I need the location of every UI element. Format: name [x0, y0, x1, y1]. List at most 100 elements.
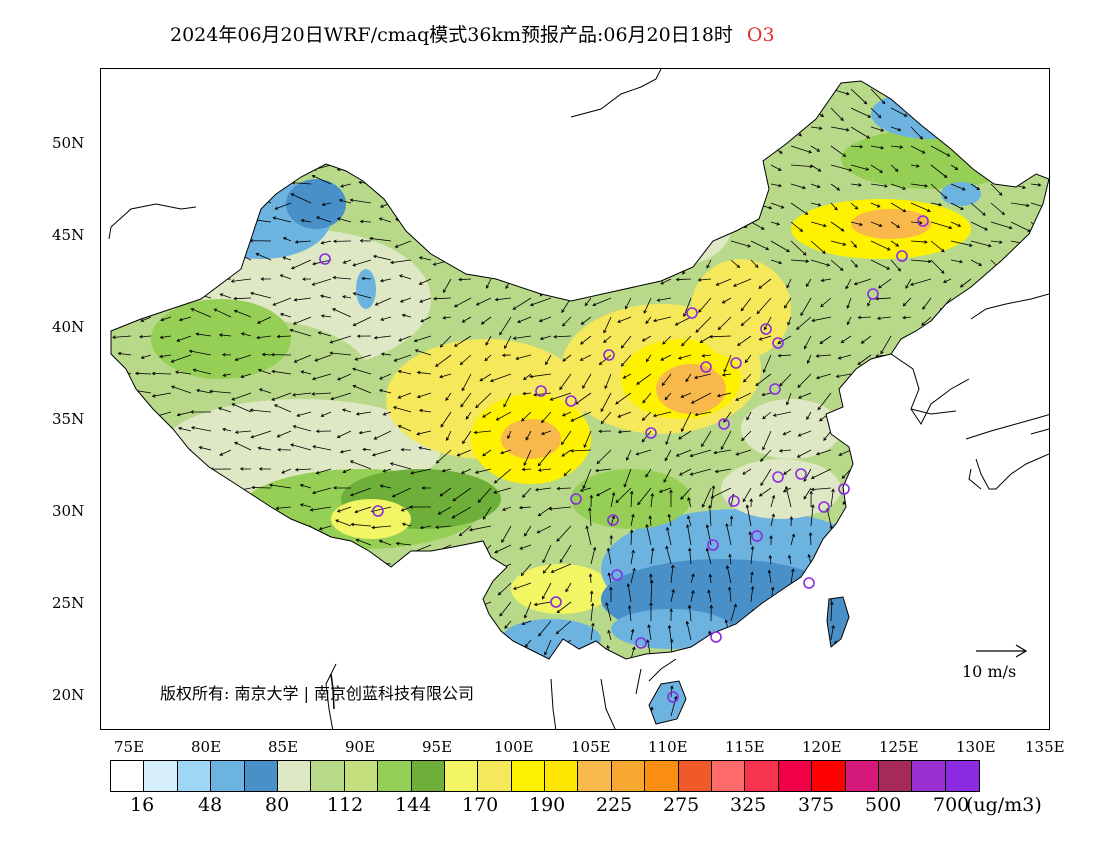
wind-vector	[758, 487, 772, 497]
wind-vector	[132, 296, 152, 301]
wind-vector	[910, 589, 914, 603]
wind-vector	[192, 596, 212, 603]
wind-vector	[524, 525, 532, 537]
wind-vector	[730, 88, 746, 96]
station-marker	[772, 471, 784, 483]
wind-vector	[707, 589, 712, 603]
wind-vector	[683, 107, 692, 119]
wind-vector	[373, 335, 392, 340]
wind-vector	[910, 259, 932, 264]
wind-vector	[196, 388, 212, 394]
wind-vector	[890, 698, 897, 717]
wind-vector	[810, 240, 826, 254]
wind-vector	[221, 352, 232, 357]
wind-vector	[1030, 240, 1045, 244]
wind-vector	[603, 316, 612, 334]
wind-vector	[519, 221, 532, 231]
wind-vector	[222, 373, 232, 377]
wind-vector	[950, 164, 959, 170]
colorbar-cell	[277, 761, 312, 791]
wind-vector	[908, 693, 912, 717]
wind-vector	[620, 354, 632, 367]
wind-vector	[1030, 145, 1046, 150]
wind-vector	[927, 664, 932, 679]
wind-vector	[179, 239, 192, 243]
wind-vector	[360, 635, 372, 641]
wind-vector	[828, 706, 832, 717]
wind-vector	[749, 664, 753, 679]
wind-vector	[880, 335, 892, 355]
wind-vector	[517, 316, 532, 324]
wind-vector	[188, 349, 212, 356]
wind-vector	[645, 354, 652, 363]
wind-vector	[866, 599, 872, 622]
wind-vector	[292, 316, 312, 325]
wind-vector	[521, 164, 532, 169]
wind-vector	[189, 145, 212, 150]
wind-vector	[890, 240, 900, 247]
wind-vector	[958, 449, 972, 462]
wind-vector	[1030, 488, 1037, 508]
wind-vector	[111, 557, 132, 565]
wind-vector	[582, 126, 592, 136]
wind-vector	[1024, 487, 1032, 495]
wind-vector	[876, 316, 892, 320]
wind-vector	[950, 699, 956, 717]
wind-vector	[970, 392, 992, 400]
wind-vector	[810, 504, 815, 527]
wind-vector	[703, 183, 712, 192]
wind-vector	[708, 706, 713, 717]
wind-vector	[290, 443, 312, 451]
wind-vector	[758, 335, 772, 341]
wind-vector	[907, 497, 912, 508]
wind-vector	[321, 202, 332, 207]
wind-vector	[922, 468, 932, 474]
wind-vector	[398, 183, 412, 187]
wind-vector	[641, 411, 652, 421]
wind-vector	[680, 392, 692, 398]
wind-vector	[350, 522, 372, 527]
wind-vector	[160, 600, 172, 604]
colorbar-cell	[511, 761, 546, 791]
wind-vector	[662, 335, 672, 345]
wind-vector	[261, 352, 272, 357]
wind-vector	[790, 183, 806, 190]
wind-vector	[908, 354, 932, 359]
wind-vector	[465, 411, 472, 420]
wind-vector	[140, 354, 152, 359]
wind-vector	[830, 145, 847, 157]
wind-vector	[890, 547, 895, 565]
wind-vector	[140, 316, 152, 322]
station-marker	[372, 505, 384, 517]
wind-vector	[234, 430, 252, 434]
wind-vector	[132, 411, 152, 416]
wind-vector	[830, 259, 844, 271]
wind-vector	[416, 392, 432, 399]
wind-vector	[686, 698, 692, 717]
wind-vector	[336, 88, 352, 95]
wind-vector	[111, 542, 112, 547]
colorbar-cell	[611, 761, 646, 791]
wind-vector	[396, 126, 412, 131]
wind-vector	[750, 126, 767, 143]
wind-vector	[810, 88, 820, 96]
wind-vector	[908, 535, 912, 546]
wind-vector	[1010, 107, 1023, 116]
wind-vector	[159, 354, 172, 359]
wind-vector	[815, 354, 832, 358]
wind-vector	[963, 354, 972, 362]
wind-vector	[975, 354, 992, 362]
wind-vector	[727, 695, 732, 717]
wind-vector	[134, 143, 152, 148]
wind-vector	[728, 586, 732, 603]
wind-vector	[667, 513, 672, 527]
wind-vector	[374, 88, 392, 92]
station-marker	[760, 323, 772, 335]
wind-vector	[111, 696, 112, 704]
wind-vector	[950, 583, 956, 603]
wind-vector	[201, 107, 212, 113]
wind-vector	[563, 468, 572, 477]
wind-vector	[550, 563, 572, 573]
wind-vector	[257, 446, 272, 451]
wind-vector	[762, 354, 772, 374]
